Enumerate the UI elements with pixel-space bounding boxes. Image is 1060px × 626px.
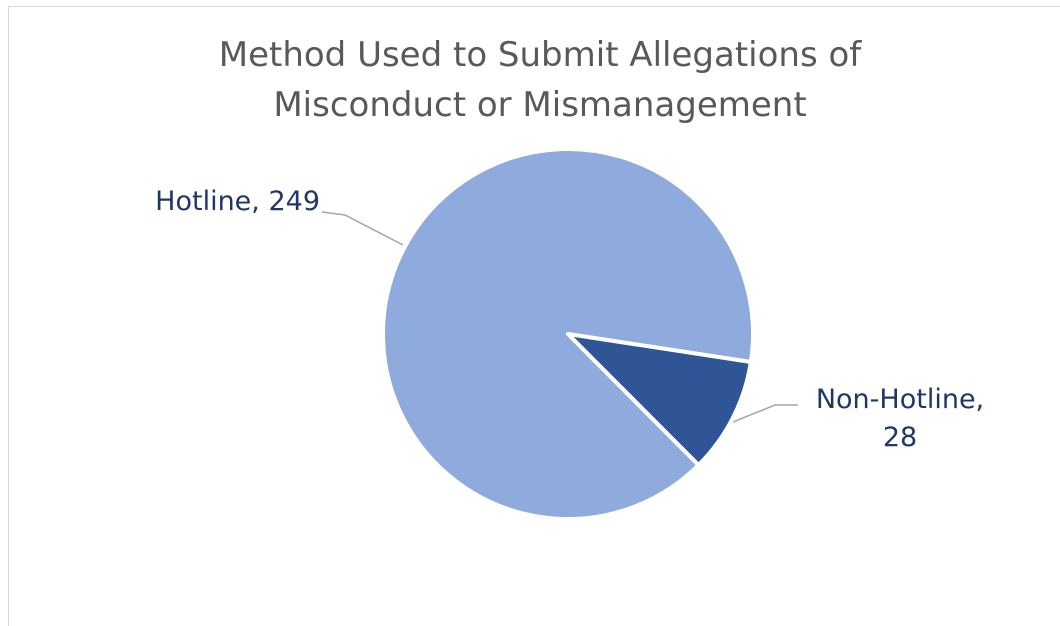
data-label: Hotline, 249 bbox=[155, 186, 320, 217]
leader-line bbox=[732, 404, 798, 423]
chart-title: Method Used to Submit Allegations of Mis… bbox=[218, 35, 862, 125]
pie-slice bbox=[566, 332, 753, 468]
leader-line bbox=[321, 211, 404, 246]
chart-border bbox=[8, 6, 1060, 626]
data-label: Non-Hotline, 28 bbox=[815, 384, 985, 453]
